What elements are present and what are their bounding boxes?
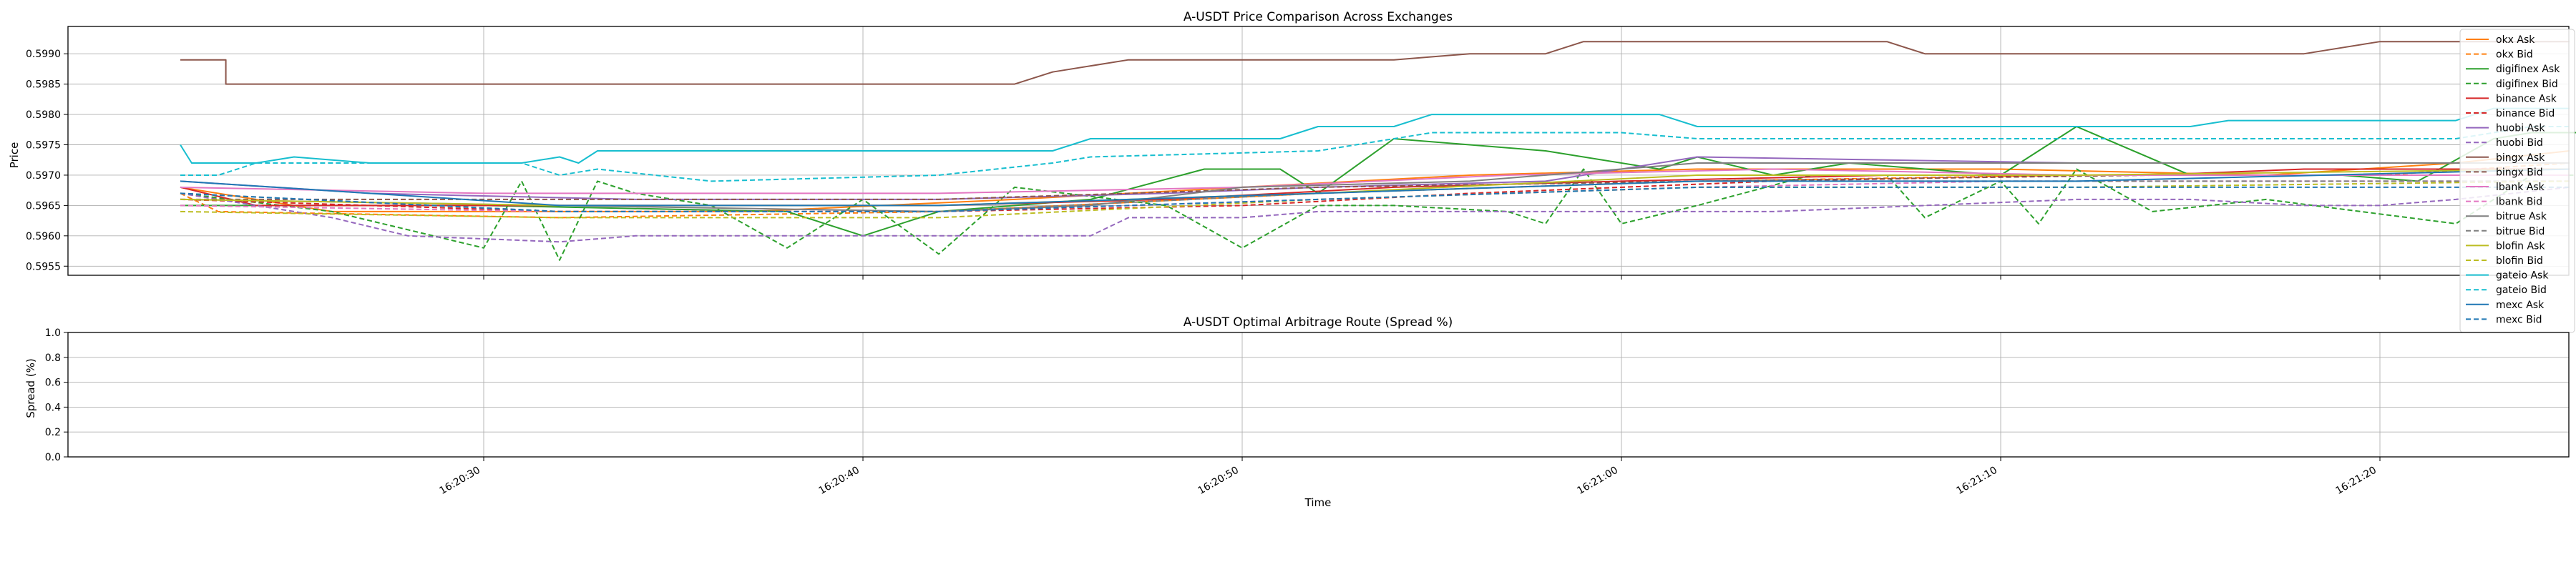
legend-label: huobi Ask xyxy=(2496,123,2545,134)
spread-y-ticks: 0.0 0.2 0.4 0.6 0.8 1.0 xyxy=(45,327,68,463)
legend: okx Ask okx Bid digifinex Ask digifinex Bid… xyxy=(2459,29,2575,333)
price-y-axis-label: Price xyxy=(8,142,21,169)
spread-gridlines xyxy=(68,332,2569,458)
legend-label: bitrue Bid xyxy=(2496,226,2545,237)
legend-label: okx Bid xyxy=(2496,49,2533,61)
spread-x-axis-label: Time xyxy=(1304,496,1332,509)
legend-label: gateio Bid xyxy=(2496,285,2547,296)
series-line-digifinex-ask xyxy=(180,126,2576,237)
legend-label: lbank Ask xyxy=(2496,182,2545,193)
legend-label: blofin Bid xyxy=(2496,255,2543,267)
spread-x-tick-label: 16:20:40 xyxy=(817,465,862,497)
legend-label: mexc Ask xyxy=(2496,300,2545,311)
legend-label: digifinex Bid xyxy=(2496,79,2558,90)
spread-x-tick-label: 16:21:00 xyxy=(1576,465,1620,497)
price-y-tick-label: 0.5990 xyxy=(26,49,61,60)
spread-x-tick-label: 16:21:20 xyxy=(2334,465,2379,497)
legend-label: huobi Bid xyxy=(2496,137,2543,149)
spread-y-axis-label: Spread (%) xyxy=(24,358,37,418)
spread-chart-title: A-USDT Optimal Arbitrage Route (Spread %… xyxy=(1184,315,1453,330)
spread-x-ticks: 16:20:30 16:20:40 16:20:50 16:21:00 16:21:10… xyxy=(438,457,2381,497)
series-line-mexc-ask xyxy=(180,168,2570,207)
series-line-bitrue-ask xyxy=(180,162,2570,212)
price-series-lines xyxy=(180,41,2576,261)
legend-label: gateio Ask xyxy=(2496,270,2549,282)
price-y-tick-label: 0.5965 xyxy=(26,200,61,212)
spread-plot-area xyxy=(67,332,2570,458)
legend-label: digifinex Ask xyxy=(2496,64,2560,75)
legend-label: binance Ask xyxy=(2496,93,2557,104)
price-y-tick-label: 0.5970 xyxy=(26,170,61,182)
legend-label: bingx Bid xyxy=(2496,167,2543,178)
legend-label: mexc Bid xyxy=(2496,314,2542,325)
legend-label: okx Ask xyxy=(2496,34,2535,46)
price-y-ticks: 0.5955 0.5960 0.5965 0.5970 0.5975 0.5980 0.59… xyxy=(26,49,68,272)
price-chart-title: A-USDT Price Comparison Across Exchanges xyxy=(1184,10,1453,24)
legend-label: lbank Bid xyxy=(2496,197,2542,208)
price-y-tick-label: 0.5955 xyxy=(26,261,61,272)
spread-x-tick-label: 16:21:10 xyxy=(1955,465,1999,497)
price-y-tick-label: 0.5975 xyxy=(26,140,61,152)
price-y-tick-label: 0.5960 xyxy=(26,231,61,242)
legend-label: binance Bid xyxy=(2496,108,2555,119)
series-line-mexc-bid xyxy=(180,186,2570,212)
spread-x-tick-label: 16:20:30 xyxy=(438,465,482,497)
series-line-gateio-bid xyxy=(180,126,2570,182)
price-y-tick-label: 0.5980 xyxy=(26,109,61,121)
spread-y-tick-label: 0.2 xyxy=(45,427,61,438)
legend-label: blofin Ask xyxy=(2496,240,2545,252)
series-line-digifinex-bid xyxy=(180,168,2576,261)
series-line-bingx-ask xyxy=(180,41,2570,85)
price-y-tick-label: 0.5985 xyxy=(26,79,61,91)
price-x-ticks xyxy=(483,275,2381,280)
legend-label: bitrue Ask xyxy=(2496,211,2547,222)
series-line-lbank-ask xyxy=(180,168,2570,194)
spread-x-tick-label: 16:20:50 xyxy=(1196,465,1241,497)
series-line-huobi-bid xyxy=(180,186,2570,243)
series-line-gateio-ask xyxy=(180,107,2570,164)
spread-y-tick-label: 0.8 xyxy=(45,352,61,364)
spread-y-tick-label: 0.4 xyxy=(45,402,61,413)
spread-y-tick-label: 0.0 xyxy=(45,452,61,463)
spread-y-tick-label: 1.0 xyxy=(45,327,61,339)
spread-y-tick-label: 0.6 xyxy=(45,378,61,389)
legend-label: bingx Ask xyxy=(2496,152,2545,164)
